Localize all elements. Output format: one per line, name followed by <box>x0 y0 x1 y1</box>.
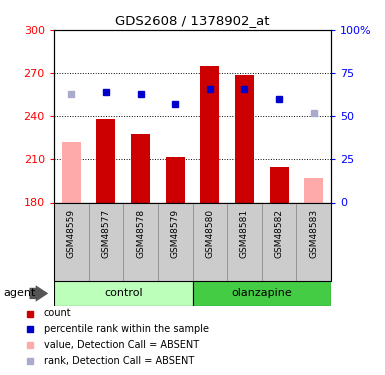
Text: rank, Detection Call = ABSENT: rank, Detection Call = ABSENT <box>44 356 194 366</box>
Bar <box>158 202 192 281</box>
Bar <box>192 281 331 306</box>
Text: agent: agent <box>4 288 36 298</box>
Bar <box>54 281 192 306</box>
Bar <box>304 178 323 203</box>
Bar <box>123 202 158 281</box>
Text: GSM48582: GSM48582 <box>275 209 284 258</box>
Bar <box>227 202 262 281</box>
Bar <box>296 202 331 281</box>
Bar <box>192 202 227 281</box>
Text: control: control <box>104 288 142 298</box>
Text: GSM48578: GSM48578 <box>136 209 145 258</box>
Text: GSM48577: GSM48577 <box>101 209 110 258</box>
Text: GSM48559: GSM48559 <box>67 209 76 258</box>
Bar <box>62 142 81 202</box>
Text: GSM48583: GSM48583 <box>309 209 318 258</box>
Text: value, Detection Call = ABSENT: value, Detection Call = ABSENT <box>44 340 199 350</box>
Bar <box>89 202 123 281</box>
FancyArrow shape <box>29 285 48 302</box>
Text: GSM48580: GSM48580 <box>205 209 214 258</box>
Text: count: count <box>44 309 71 318</box>
Text: GSM48579: GSM48579 <box>171 209 180 258</box>
Bar <box>235 75 254 202</box>
Bar <box>200 66 219 203</box>
Bar <box>166 156 185 203</box>
Bar <box>262 202 296 281</box>
Bar <box>131 134 150 202</box>
Bar <box>96 119 116 202</box>
Title: GDS2608 / 1378902_at: GDS2608 / 1378902_at <box>115 15 270 27</box>
Bar <box>270 166 289 202</box>
Bar <box>54 202 89 281</box>
Text: percentile rank within the sample: percentile rank within the sample <box>44 324 209 334</box>
Text: olanzapine: olanzapine <box>231 288 292 298</box>
Text: GSM48581: GSM48581 <box>240 209 249 258</box>
